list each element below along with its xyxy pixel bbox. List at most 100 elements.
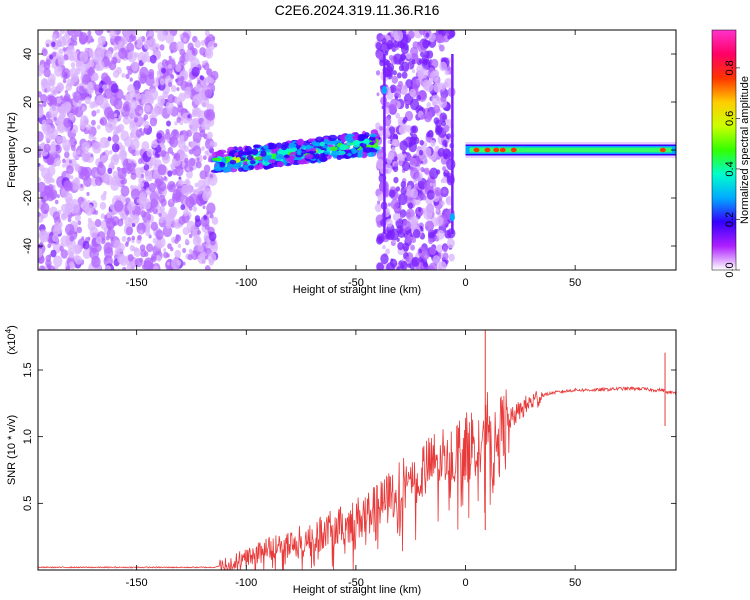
spectrogram-cell <box>67 30 75 36</box>
spectrogram-cell <box>357 151 364 158</box>
spectrogram-cell <box>376 262 384 270</box>
spectrogram-cell <box>168 184 174 191</box>
spectrogram-cell <box>380 253 389 265</box>
spectrogram-cell <box>435 119 442 128</box>
spectrogram-cell <box>43 143 51 153</box>
spectrogram-cell <box>447 35 451 40</box>
spectrogram-cell <box>157 95 166 106</box>
spectrogram-cell <box>210 70 219 81</box>
spectrogram-cell <box>122 101 132 112</box>
spectrogram-cell <box>140 210 147 218</box>
spectrogram-cell <box>193 189 197 194</box>
spectrogram-cell <box>41 48 48 57</box>
spectrogram-cell <box>70 175 74 180</box>
spectrogram-cell <box>103 149 110 158</box>
spectrogram-cell <box>412 41 419 50</box>
spectrogram-cell <box>420 227 424 232</box>
spectrogram-cell <box>56 117 62 125</box>
spectrogram-cell <box>197 244 204 253</box>
spectrogram-cell <box>185 196 195 209</box>
spectrogram-cell <box>41 123 48 132</box>
spectrogram-cell <box>399 140 408 152</box>
spectrogram-cell <box>126 65 131 71</box>
spectrogram-cell <box>392 212 400 222</box>
spectrogram-cell <box>419 51 425 58</box>
spectrogram-cell <box>117 167 127 180</box>
spectrogram-cell <box>393 30 404 42</box>
spectrogram-cell <box>139 166 145 173</box>
spectrogram-cell <box>406 52 412 60</box>
spectrogram-cell <box>99 201 107 210</box>
spectrogram-cell <box>81 106 86 112</box>
spectrogram-cell <box>433 104 441 114</box>
spectrogram-ytick-label: -40 <box>22 238 34 254</box>
spectrogram-xtick-label: 50 <box>569 277 581 289</box>
spectrogram-cell <box>38 211 41 217</box>
spectrogram-cell <box>194 39 201 48</box>
spectrogram-cell <box>376 92 380 97</box>
colorbar-tick-label: 0.8 <box>724 60 736 75</box>
spectrogram-cell <box>304 153 314 160</box>
snr-xtick-label: -150 <box>126 577 148 589</box>
spectrogram-cell <box>221 157 227 164</box>
spectrogram-cell <box>130 138 140 150</box>
spectrogram-cell <box>143 128 148 134</box>
spectrogram-cell <box>76 150 81 155</box>
spectrogram-cell <box>166 120 172 127</box>
spectrogram-cell <box>100 193 107 201</box>
spectrogram-xtick-label: 0 <box>462 277 468 289</box>
spectrogram-cell <box>433 82 442 93</box>
spectrogram-cell <box>158 212 162 217</box>
spectrogram-cell <box>204 89 212 98</box>
spectrogram-ylabel: Frequency (Hz) <box>6 112 18 188</box>
spectrogram-cell <box>186 170 193 179</box>
spectrogram-cell <box>165 221 172 229</box>
spectrogram-cell <box>154 107 160 114</box>
spectrogram-cell <box>416 94 422 101</box>
spectrogram-cell <box>109 30 117 39</box>
spectrogram-cell <box>432 255 441 266</box>
spectrogram-cell <box>393 176 399 184</box>
transition-peak <box>449 213 455 222</box>
spectrogram-cell <box>125 240 129 246</box>
snr-plot-area <box>38 330 676 570</box>
spectrogram-cell <box>68 112 75 121</box>
spectrogram-cell <box>446 238 455 249</box>
spectrogram-cell <box>323 138 329 144</box>
spectrogram-cell <box>407 185 412 190</box>
spectrogram-cell <box>188 157 196 167</box>
spectrogram-cell <box>237 147 243 151</box>
spectrogram-cell <box>204 255 209 260</box>
spectrogram-cell <box>186 167 190 171</box>
spectrogram-cell <box>432 71 437 76</box>
spectrogram-cell <box>103 242 113 254</box>
spectrogram-cell <box>391 75 398 84</box>
spectrogram-cell <box>395 112 401 119</box>
spectrogram-cell <box>131 235 136 241</box>
spectrogram-cell <box>422 261 428 268</box>
spectrogram-cell <box>81 150 91 163</box>
spectrogram-cell <box>435 129 439 134</box>
spectrogram-cell <box>96 108 100 114</box>
spectrogram-cell <box>249 160 256 165</box>
spectrogram-cell <box>314 153 320 160</box>
spectrogram-cell <box>92 242 97 247</box>
spectrogram-cell <box>91 255 101 268</box>
spectrogram-cell <box>376 158 385 170</box>
spectrogram-cell <box>177 104 184 113</box>
spectrogram-cell <box>423 167 430 175</box>
spectrogram-cell <box>170 129 180 140</box>
spectrogram-cell <box>83 116 87 122</box>
spectrogram-cell <box>435 244 444 254</box>
spectrogram-cell <box>127 158 132 164</box>
spectrogram-cell <box>419 139 424 146</box>
spectrogram-cell <box>409 131 413 136</box>
spectrogram-cell <box>140 173 145 179</box>
spectrogram-cell <box>178 92 186 102</box>
spectrogram-cell <box>106 30 111 33</box>
spectrogram-cell <box>59 30 65 35</box>
spectrogram-cell <box>82 248 92 259</box>
spectrogram-cell <box>281 141 289 147</box>
spectrogram-cell <box>409 158 415 165</box>
spectrogram-cell <box>133 117 139 123</box>
